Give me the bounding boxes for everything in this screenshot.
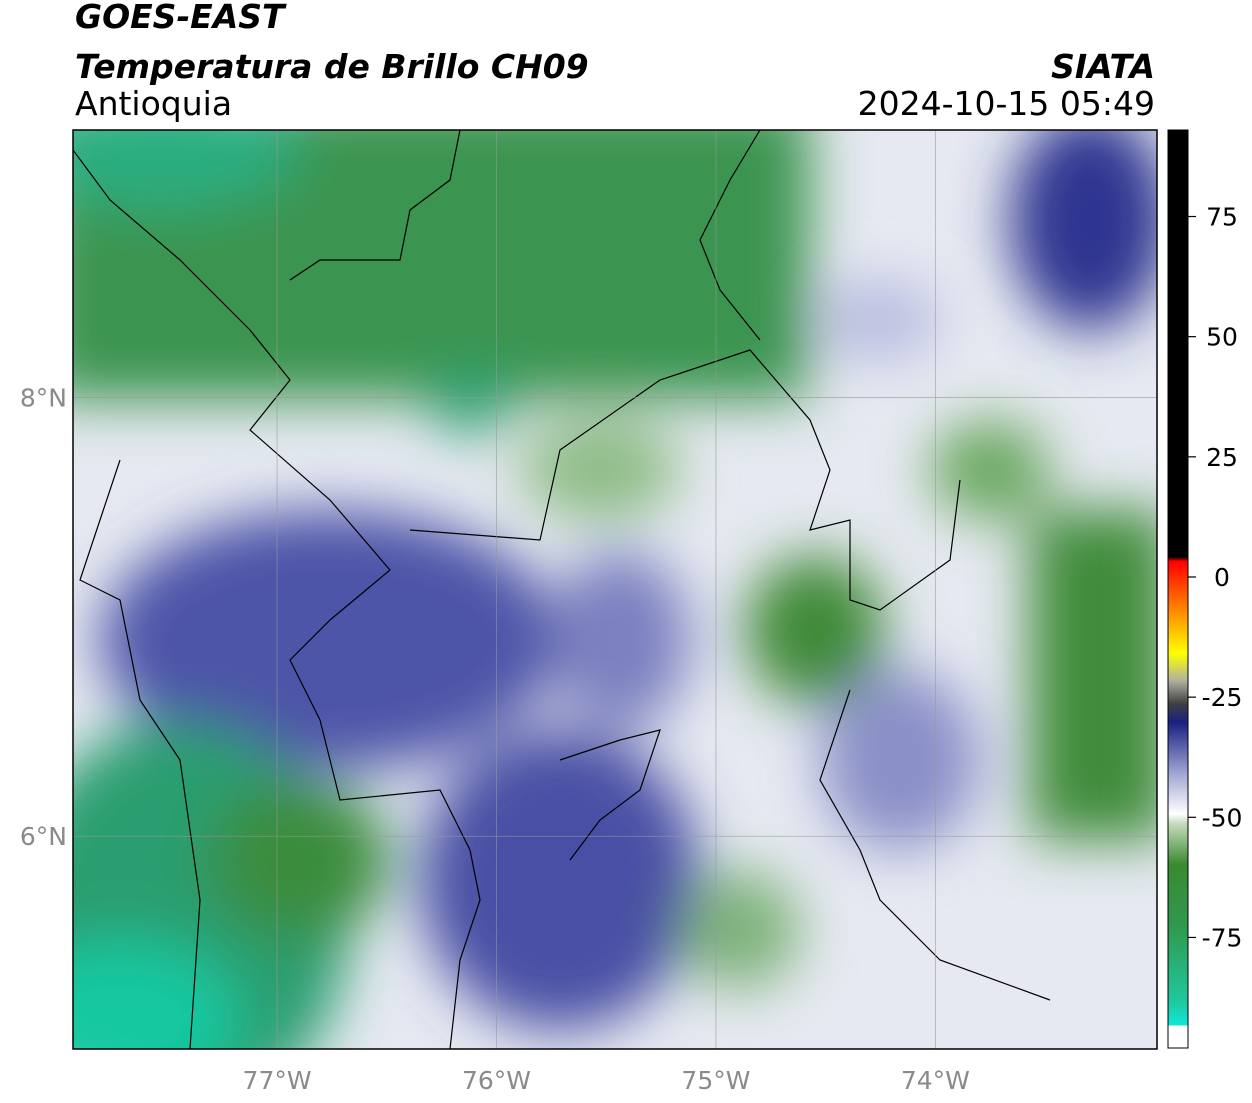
lon-tick-label: 77°W: [243, 1066, 312, 1095]
satellite-image: [73, 130, 1157, 1049]
lon-tick-label: 74°W: [901, 1066, 970, 1095]
colorbar-tick-label: -50: [1202, 803, 1243, 832]
colorbar-tick-label: -75: [1202, 923, 1243, 952]
region: Antioquia: [75, 84, 232, 123]
colorbar-tick-label: 0: [1214, 563, 1230, 592]
colorbar-tick-label: 50: [1206, 323, 1238, 352]
graticule: [73, 130, 1157, 1049]
lon-tick-label: 75°W: [681, 1066, 750, 1095]
colorbar: [1167, 129, 1189, 1049]
map-frame: [72, 129, 1158, 1050]
lat-tick-label: 8°N: [20, 384, 67, 413]
title: GOES-EAST: [75, 0, 287, 36]
colorbar-tick-label: 25: [1206, 443, 1238, 472]
colorbar-tick-label: 75: [1206, 203, 1238, 232]
colorbar-tick-label: -25: [1202, 683, 1243, 712]
subtitle: Temperatura de Brillo CH09: [75, 47, 589, 86]
source: SIATA: [1051, 47, 1155, 86]
datetime: 2024-10-15 05:49: [858, 84, 1155, 123]
lat-tick-label: 6°N: [20, 822, 67, 851]
lon-tick-label: 76°W: [462, 1066, 531, 1095]
